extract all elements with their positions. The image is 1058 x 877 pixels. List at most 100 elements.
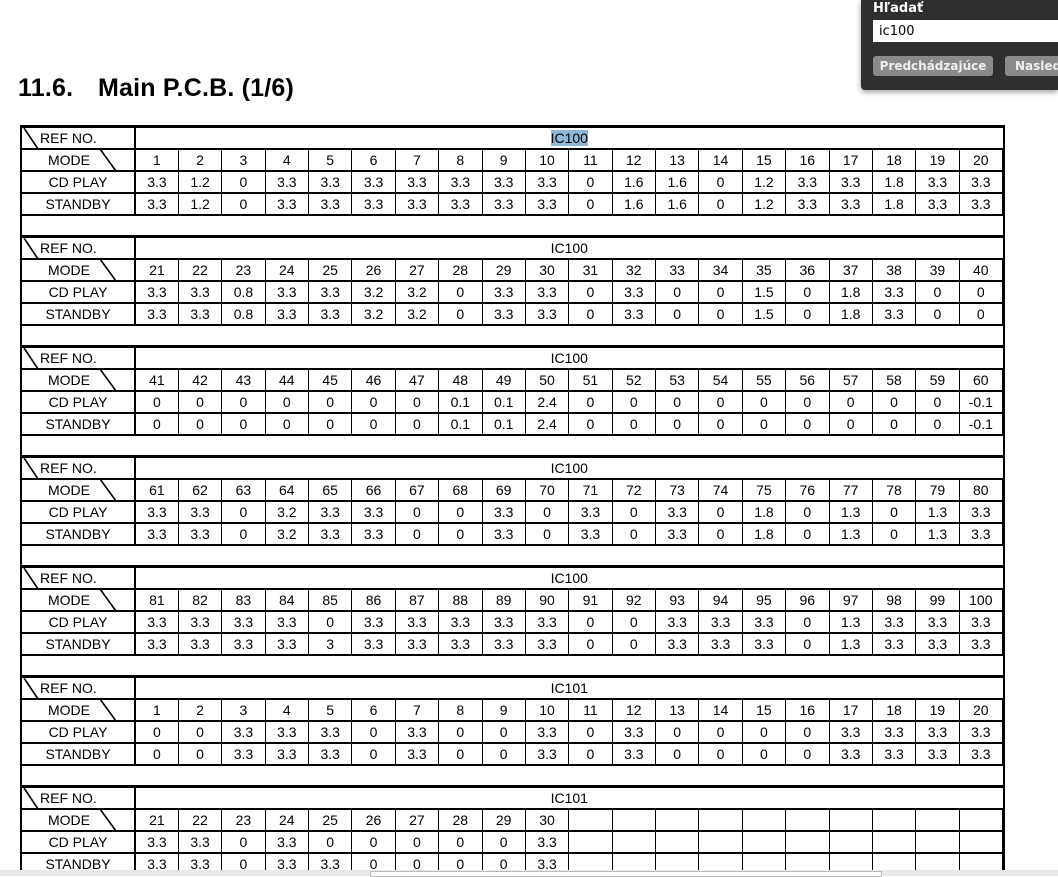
voltage-value [828,831,873,854]
voltage-value: 0.1 [438,413,483,436]
voltage-value: 3.3 [481,303,526,326]
voltage-table: REF NO. IC101 MODE 1 2 3 4 5 6 7 8 9 10 11 12 13 14 15 16 1… [22,675,1004,766]
ref-no-label: REF NO. [22,785,136,810]
pin-number: 25 [307,259,353,282]
pin-number: 64 [264,479,310,502]
pin-number: 49 [481,369,526,392]
voltage-value: 0 [568,721,613,744]
voltage-value: 0 [307,391,353,414]
ref-row: REF NO. IC100 [22,125,1003,150]
mode-label: MODE [22,809,136,832]
voltage-value [741,831,787,854]
table-spacer [22,216,1003,235]
mode-label: MODE [22,479,136,502]
table-spacer [22,546,1003,565]
pin-number: 3 [221,149,266,172]
voltage-value: 3.3 [524,611,570,634]
mode-label: MODE [22,149,136,172]
voltage-value: 3.3 [351,193,396,216]
voltage-value: 3.3 [134,501,179,524]
find-next-button[interactable]: Nasledujúce [1005,56,1058,76]
pin-number: 12 [611,699,657,722]
pin-number: 98 [871,589,917,612]
voltage-value: 2.4 [524,391,570,414]
table-spacer [22,656,1003,675]
pin-number: 23 [221,259,266,282]
pin-number: 76 [785,479,830,502]
pin-number: 48 [438,369,483,392]
voltage-value: 3.3 [871,743,917,766]
voltage-value: 0 [741,391,787,414]
pin-number: 46 [351,369,396,392]
voltage-value: 3.3 [654,633,700,656]
voltage-value: 3.3 [568,523,613,546]
standby-label: STANDBY [22,523,136,546]
voltage-value: 0 [741,721,787,744]
find-input[interactable] [873,20,1058,42]
pin-number: 34 [698,259,743,282]
voltage-value: 0 [915,413,960,436]
pin-number: 83 [221,589,266,612]
section-title: Main P.C.B. (1/6) [98,74,295,102]
mode-row: MODE 1 2 3 4 5 6 7 8 9 10 11 12 13 14 15 16 17 18 19 20 [22,699,1004,722]
mode-label: MODE [22,589,136,612]
voltage-value: 1.6 [654,171,700,194]
pin-number: 90 [524,589,570,612]
cd-play-row: CD PLAY 3.3 3.3 0.8 3.3 3.3 3.2 3.2 0 3.3 3.3 0 3.3 0… [22,281,1004,304]
table-spacer [22,436,1003,455]
pin-number: 89 [481,589,526,612]
pin-number: 20 [958,699,1004,722]
voltage-value: 0 [351,391,396,414]
cd-play-row: CD PLAY 0 0 3.3 3.3 3.3 0 3.3 0 0 3.3 0 3.3 0 0 0 0 3.3 3.… [22,721,1004,744]
voltage-value: 3.3 [351,523,396,546]
voltage-value: 3.3 [611,281,657,304]
pin-number: 53 [654,369,700,392]
ref-name-cell: IC100 [134,565,1003,590]
pin-number: 29 [481,809,526,832]
pin-number: 7 [394,699,440,722]
voltage-value: 3.3 [654,611,700,634]
voltage-value: 3.3 [264,281,310,304]
pin-number: 14 [698,699,743,722]
voltage-value: 3.3 [654,501,700,524]
voltage-value: 0 [394,413,440,436]
voltage-value: 0 [307,611,353,634]
voltage-value: 0 [871,413,917,436]
horizontal-scrollbar[interactable] [370,871,882,877]
voltage-value: 3.3 [871,303,917,326]
voltage-value: 0 [351,721,396,744]
voltage-value: 0 [698,523,743,546]
pin-number: 23 [221,809,266,832]
pin-number: 52 [611,369,657,392]
voltage-value: 0 [568,391,613,414]
voltage-value [698,831,743,854]
voltage-value: 3.3 [524,171,570,194]
pin-number: 82 [177,589,223,612]
voltage-value: 0 [785,743,830,766]
voltage-value: 0 [698,193,743,216]
pin-number: 72 [611,479,657,502]
pin-number [828,809,873,832]
voltage-value: 3.3 [958,193,1004,216]
pin-number: 44 [264,369,310,392]
ref-name: IC100 [550,240,588,256]
voltage-value: 3 [307,633,353,656]
cd-play-label: CD PLAY [22,721,136,744]
voltage-value: 0 [654,413,700,436]
voltage-value: 0 [394,391,440,414]
find-heading: Hľadať [873,1,924,16]
pin-number: 11 [568,149,613,172]
voltage-value: 3.3 [438,611,483,634]
voltage-table: REF NO. IC100 MODE 61 62 63 64 65 66 67 68 69 70 71 72… [22,455,1004,546]
voltage-table: REF NO. IC100 MODE 41 42 43 44 45 46 47 48 49 50 51 52… [22,345,1004,436]
voltage-value: 0 [394,831,440,854]
voltage-value: 3.3 [264,633,310,656]
find-previous-button[interactable]: Predchádzajúce [873,56,993,76]
pin-number: 45 [307,369,353,392]
voltage-value: 0 [177,743,223,766]
voltage-value: 3.3 [958,501,1004,524]
pin-number: 8 [438,149,483,172]
ref-row: REF NO. IC100 [22,565,1003,590]
standby-label: STANDBY [22,193,136,216]
voltage-value: 0 [568,303,613,326]
